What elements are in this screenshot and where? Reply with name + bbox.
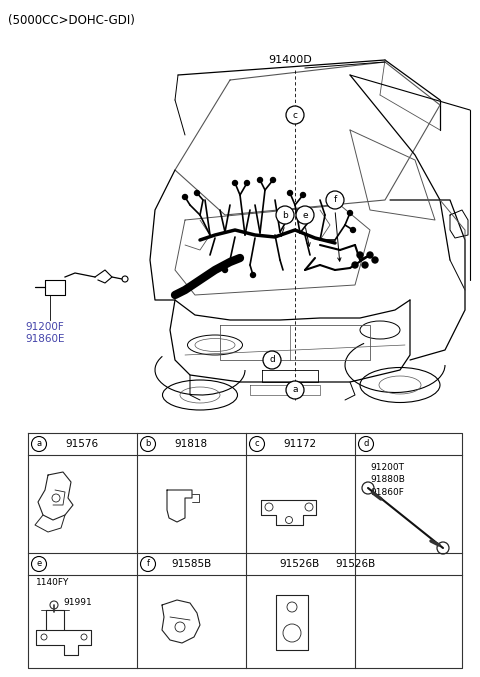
Circle shape xyxy=(32,437,47,452)
Circle shape xyxy=(288,190,292,196)
Text: 1140FY: 1140FY xyxy=(36,578,70,587)
Text: b: b xyxy=(145,439,151,448)
Text: 91818: 91818 xyxy=(174,439,207,449)
Circle shape xyxy=(250,437,264,452)
Text: b: b xyxy=(282,211,288,219)
Circle shape xyxy=(367,252,373,258)
Text: d: d xyxy=(363,439,369,448)
Circle shape xyxy=(286,381,304,399)
Text: 91172: 91172 xyxy=(283,439,317,449)
Text: f: f xyxy=(334,196,336,204)
Text: 91576: 91576 xyxy=(65,439,98,449)
Text: c: c xyxy=(292,110,298,120)
Text: a: a xyxy=(292,385,298,395)
Text: 91526B: 91526B xyxy=(335,559,375,569)
Text: 91200F: 91200F xyxy=(25,322,64,332)
Text: e: e xyxy=(36,559,42,569)
Circle shape xyxy=(348,211,352,215)
Circle shape xyxy=(32,556,47,571)
Circle shape xyxy=(300,192,305,198)
Circle shape xyxy=(141,556,156,571)
Circle shape xyxy=(257,177,263,183)
Text: 91585B: 91585B xyxy=(171,559,211,569)
Text: e: e xyxy=(302,211,308,219)
Circle shape xyxy=(251,273,255,278)
Circle shape xyxy=(194,190,200,196)
Text: 91200T
91880B
91860F: 91200T 91880B 91860F xyxy=(370,463,405,497)
Circle shape xyxy=(286,106,304,124)
Text: (5000CC>DOHC-GDI): (5000CC>DOHC-GDI) xyxy=(8,14,135,27)
Text: 91860E: 91860E xyxy=(25,334,64,344)
Circle shape xyxy=(223,267,228,273)
Circle shape xyxy=(352,262,358,268)
Text: 91400D: 91400D xyxy=(268,55,312,65)
Circle shape xyxy=(271,177,276,183)
Text: 91991: 91991 xyxy=(63,598,92,607)
Text: d: d xyxy=(269,355,275,364)
Circle shape xyxy=(244,181,250,185)
Circle shape xyxy=(263,351,281,369)
Circle shape xyxy=(296,206,314,224)
Text: 91526B: 91526B xyxy=(280,559,320,569)
Circle shape xyxy=(357,252,363,258)
Circle shape xyxy=(362,262,368,268)
Circle shape xyxy=(326,191,344,209)
Circle shape xyxy=(372,257,378,263)
Circle shape xyxy=(182,194,188,200)
Circle shape xyxy=(141,437,156,452)
Circle shape xyxy=(276,206,294,224)
Circle shape xyxy=(359,437,373,452)
Circle shape xyxy=(232,181,238,185)
Circle shape xyxy=(350,227,356,232)
Text: f: f xyxy=(146,559,149,569)
Text: c: c xyxy=(255,439,259,448)
Text: a: a xyxy=(36,439,42,448)
